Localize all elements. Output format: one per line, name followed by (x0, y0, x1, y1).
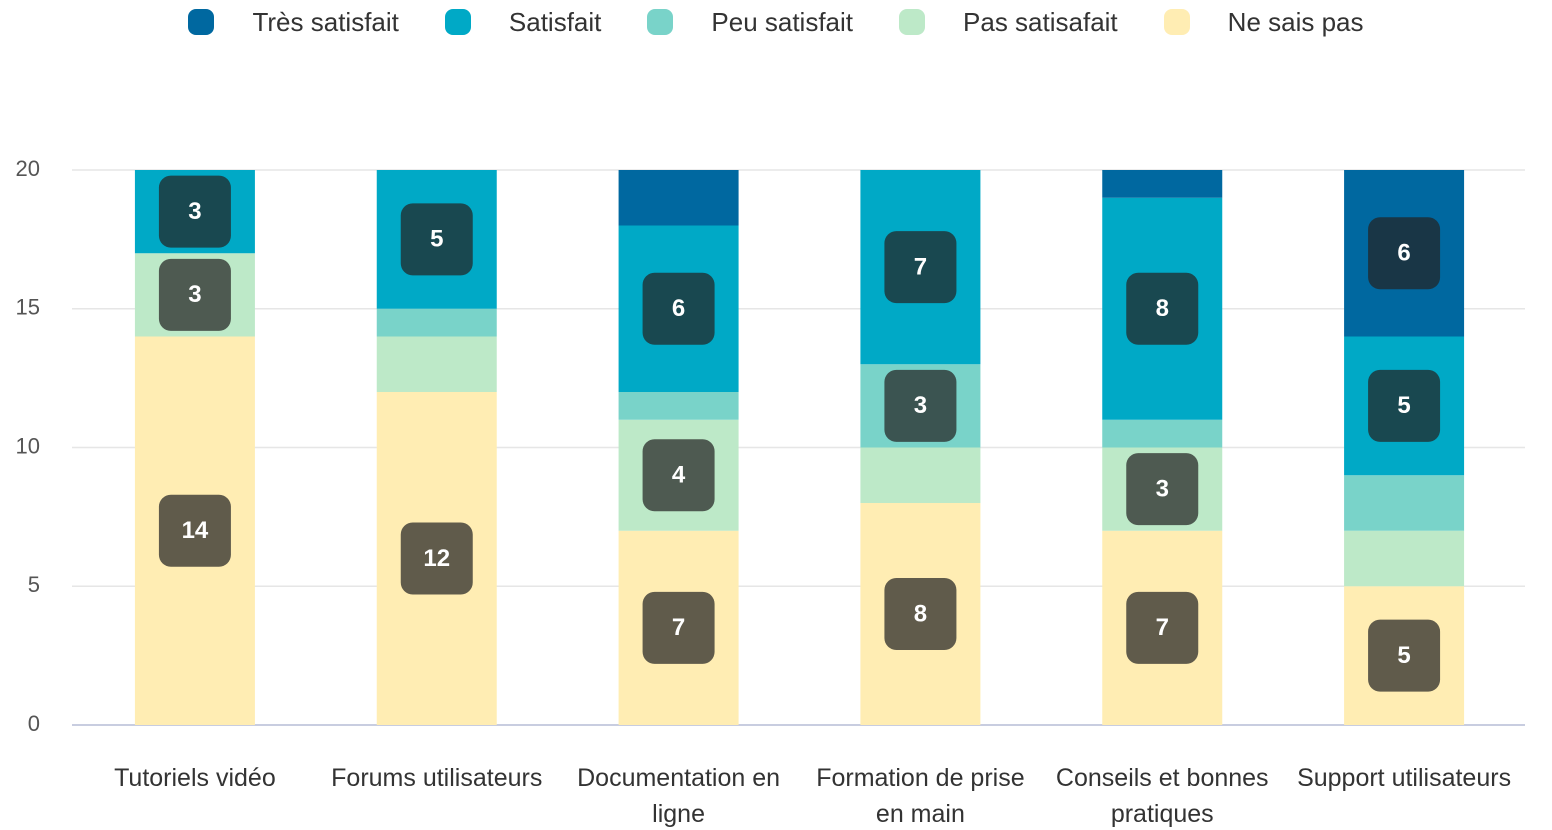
data-label-box (884, 231, 957, 304)
data-label-box (400, 522, 473, 595)
data-label-box (642, 591, 715, 664)
x-tick-label: Documentation en ligne (577, 764, 781, 828)
bar-segment (1344, 475, 1465, 531)
data-label-box (158, 175, 231, 248)
data-label-box (642, 439, 715, 512)
data-label-box (1126, 272, 1199, 345)
data-label-box (884, 578, 957, 650)
data-label: 8 (914, 600, 927, 627)
data-label: 7 (1156, 614, 1169, 641)
data-label: 12 (423, 545, 450, 572)
bar-segment (376, 308, 497, 337)
data-label: 8 (1156, 295, 1169, 322)
data-label: 3 (188, 281, 201, 308)
legend-item: Très satisfait (188, 4, 399, 40)
y-tick-label: 15 (16, 295, 40, 320)
data-label-box (158, 494, 231, 567)
legend-item: Peu satisfait (647, 4, 853, 40)
bar-segment (1102, 419, 1223, 448)
data-label: 7 (672, 614, 685, 641)
legend-label: Pas satisafait (963, 6, 1118, 37)
legend-label: Peu satisfait (711, 6, 854, 37)
legend-item: Ne sais pas (1163, 4, 1364, 40)
legend-swatch (647, 9, 674, 35)
data-label-box (1126, 591, 1199, 664)
data-label-box (158, 258, 231, 331)
bar-segment (860, 447, 981, 503)
data-label-box (1368, 619, 1441, 692)
legend-label: Très satisfait (252, 6, 399, 37)
legend-item: Pas satisafait (899, 4, 1118, 40)
x-tick-label: Conseils et bonnes pratiques (1055, 764, 1269, 828)
data-label: 5 (1397, 642, 1410, 669)
bar-segment (1344, 530, 1465, 587)
data-label: 3 (914, 392, 927, 419)
data-label-box (642, 272, 715, 345)
legend-label: Satisfait (508, 6, 602, 37)
y-tick-label: 5 (28, 572, 40, 597)
data-label-box (1126, 453, 1199, 526)
legend-label: Ne sais pas (1227, 6, 1364, 37)
x-tick-label: Tutoriels vidéo (114, 764, 276, 792)
bar-segment (618, 392, 739, 420)
data-label: 7 (914, 253, 927, 280)
legend: Très satisfait Satisfait Peu satisfait Pas … (0, 4, 1552, 40)
data-label-box (1368, 369, 1441, 442)
legend-swatch (899, 9, 926, 35)
data-label: 3 (1156, 475, 1169, 502)
bar-segment (618, 170, 739, 226)
data-label-box (884, 369, 957, 442)
y-tick-label: 10 (16, 433, 40, 458)
data-label: 4 (672, 462, 686, 489)
y-tick-label: 0 (28, 711, 40, 736)
data-label: 6 (1397, 240, 1410, 267)
x-tick-label: Support utilisateurs (1297, 764, 1512, 792)
data-label-box (1368, 217, 1441, 290)
legend-swatch (188, 9, 215, 35)
legend-swatch (1163, 9, 1190, 35)
data-label: 6 (672, 295, 685, 322)
data-label-box (400, 203, 473, 276)
data-label: 14 (182, 517, 209, 544)
legend-swatch (444, 9, 471, 35)
data-label: 3 (188, 198, 201, 225)
data-label: 5 (430, 226, 443, 253)
bar-segment (376, 336, 497, 392)
legend-item: Satisfait (444, 4, 602, 40)
bar-segment (1102, 170, 1223, 198)
x-tick-label: Formation de prise en main (816, 764, 1025, 828)
x-tick-label: Forums utilisateurs (331, 764, 543, 792)
data-label: 5 (1397, 392, 1410, 419)
y-tick-label: 20 (16, 156, 40, 181)
